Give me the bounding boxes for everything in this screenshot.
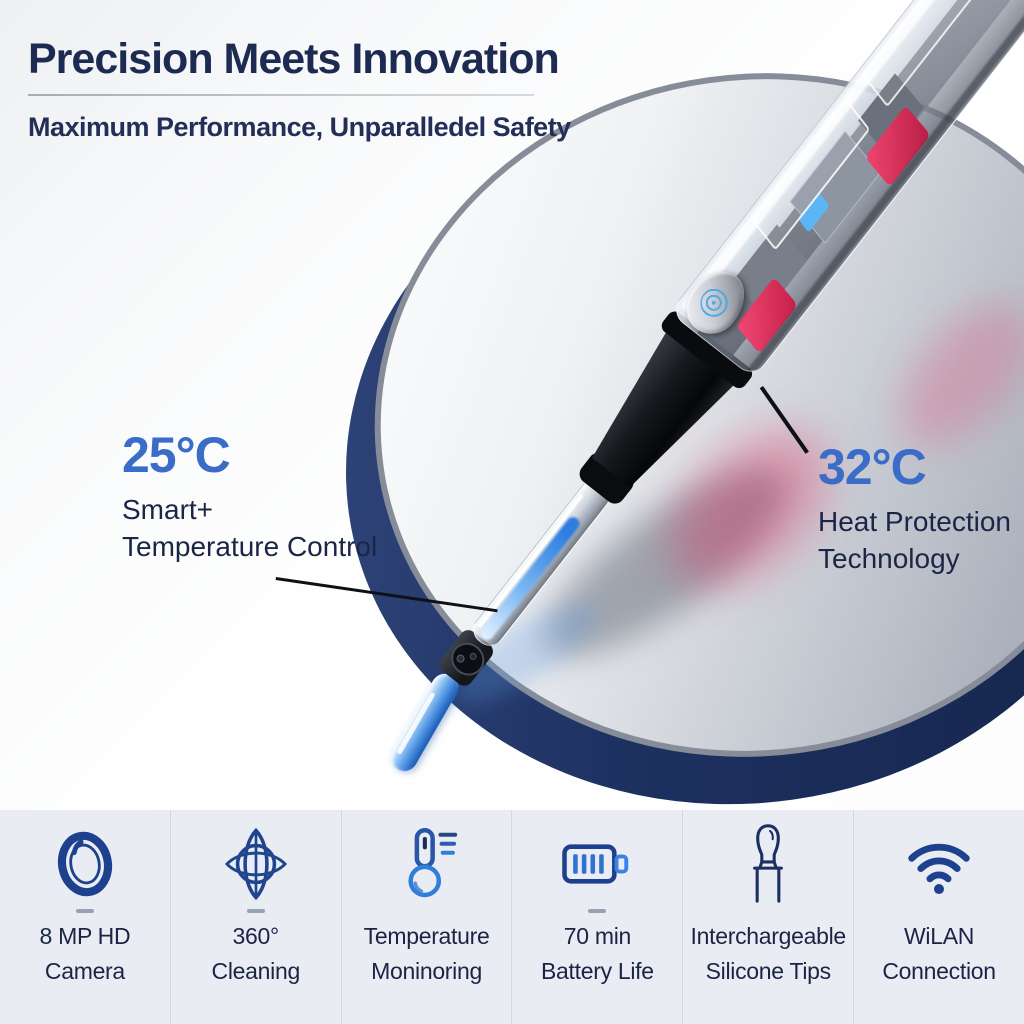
hero-photo: Precision Meets Innovation Maximum Perfo… (0, 0, 1024, 810)
feature-label: Silicone Tips (705, 957, 832, 984)
feature-360-cleaning: 360° Cleaning (171, 810, 342, 1024)
temp-value: 25°C (122, 427, 231, 483)
callout-heat-protection: 32°C Heat Protection Technology (818, 438, 1011, 578)
temp-value: 32°C (818, 439, 927, 495)
feature-temperature: Temperature Moninoring (342, 810, 513, 1024)
wifi-icon (902, 823, 976, 905)
feature-label: Camera (44, 957, 125, 984)
feature-label: Cleaning (211, 957, 301, 984)
icon-caption-dash (930, 909, 948, 913)
feature-battery: 70 min Battery Life (512, 810, 684, 1024)
feature-label: WiLAN (904, 923, 975, 949)
callout-temperature-control: 25°C Smart+ Temperature Control (122, 426, 377, 566)
rotation-360-icon (220, 823, 292, 905)
header: Precision Meets Innovation Maximum Perfo… (28, 36, 571, 143)
icon-caption-dash (75, 909, 94, 913)
feature-label: Interchargeable (690, 923, 847, 949)
feature-label: Moninoring (371, 957, 482, 984)
icon-caption-dash (588, 909, 607, 913)
swirl-logo-icon (694, 282, 737, 324)
camera-lens-icon (50, 823, 120, 905)
thermometer-icon (391, 823, 463, 905)
callout-line: Smart+ (122, 494, 214, 525)
battery-icon (558, 823, 636, 905)
feature-label: 8 MP HD (39, 923, 131, 949)
feature-label: Battery Life (541, 957, 654, 984)
callout-line: Technology (818, 542, 960, 574)
feature-camera: 8 MP HD Camera (0, 810, 171, 1024)
callout-line: Temperature Control (122, 530, 378, 562)
feature-bar: 8 MP HD Camera 360° Cleaning (0, 810, 1024, 1024)
callout-line: Heat Protection (818, 506, 1011, 537)
silicone-tip-icon (735, 823, 801, 905)
tip-highlight (396, 691, 436, 755)
page-title: Precision Meets Innovation (28, 35, 560, 83)
feature-label: Temperature (363, 923, 490, 949)
feature-label: 360° (232, 923, 280, 949)
icon-caption-dash (418, 909, 436, 913)
icon-caption-dash (759, 909, 777, 913)
icon-caption-dash (246, 909, 265, 913)
silicone-tip (385, 668, 464, 777)
feature-label: Connection (882, 957, 996, 984)
feature-silicone-tips: Interchargeable Silicone Tips (683, 810, 855, 1024)
page-subtitle: Maximum Performance, Unparalledel Safety (28, 112, 571, 143)
feature-wifi: WiLAN Connection (854, 810, 1024, 1024)
title-divider (28, 94, 534, 97)
feature-label: 70 min (563, 923, 632, 949)
